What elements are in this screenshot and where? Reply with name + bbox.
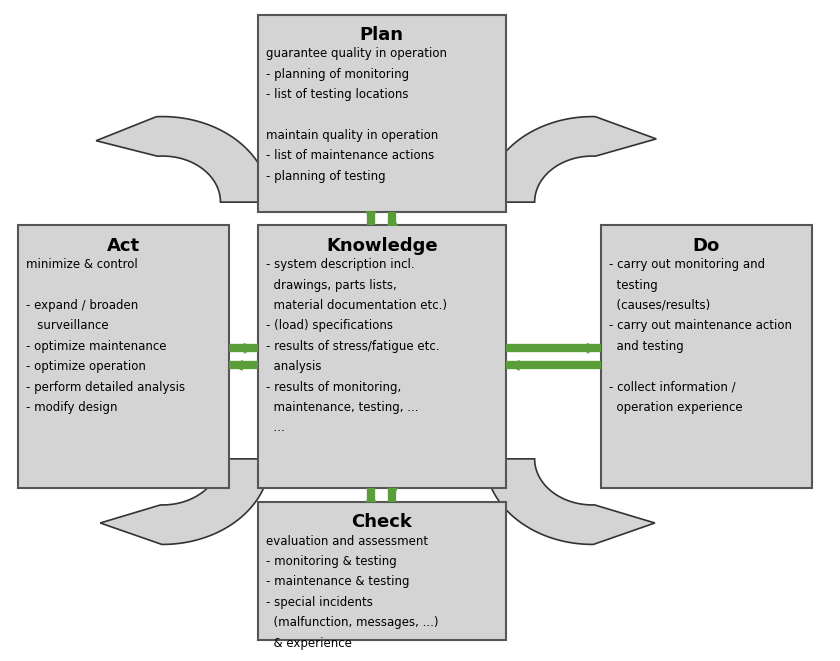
FancyBboxPatch shape: [258, 225, 506, 488]
Text: - list of maintenance actions: - list of maintenance actions: [266, 149, 434, 163]
Text: - system description incl.: - system description incl.: [266, 258, 415, 271]
Text: guarantee quality in operation: guarantee quality in operation: [266, 48, 447, 60]
Text: Act: Act: [107, 237, 140, 255]
Text: - carry out maintenance action: - carry out maintenance action: [609, 319, 792, 332]
Text: operation experience: operation experience: [609, 401, 743, 414]
Text: surveillance: surveillance: [26, 319, 109, 332]
Text: minimize & control: minimize & control: [26, 258, 138, 271]
Text: - optimize maintenance: - optimize maintenance: [26, 340, 166, 353]
Text: analysis: analysis: [266, 360, 322, 373]
Text: - collect information /: - collect information /: [609, 381, 736, 393]
Text: - planning of testing: - planning of testing: [266, 170, 386, 183]
Text: Check: Check: [351, 514, 412, 531]
Text: Knowledge: Knowledge: [326, 237, 438, 255]
Text: - list of testing locations: - list of testing locations: [266, 89, 408, 101]
Text: (causes/results): (causes/results): [609, 299, 711, 312]
Text: - (load) specifications: - (load) specifications: [266, 319, 393, 332]
Text: - modify design: - modify design: [26, 401, 118, 414]
Text: - planning of monitoring: - planning of monitoring: [266, 68, 409, 81]
Text: (malfunction, messages, ...): (malfunction, messages, ...): [266, 616, 438, 629]
FancyBboxPatch shape: [258, 502, 506, 640]
Text: - perform detailed analysis: - perform detailed analysis: [26, 381, 186, 393]
Text: maintenance, testing, ...: maintenance, testing, ...: [266, 401, 418, 414]
Text: Plan: Plan: [360, 26, 404, 44]
FancyBboxPatch shape: [258, 15, 506, 212]
Text: - results of monitoring,: - results of monitoring,: [266, 381, 402, 393]
Text: material documentation etc.): material documentation etc.): [266, 299, 447, 312]
Text: - special incidents: - special incidents: [266, 596, 373, 609]
Text: Do: Do: [692, 237, 720, 255]
Polygon shape: [485, 459, 655, 545]
Polygon shape: [485, 116, 656, 202]
FancyBboxPatch shape: [18, 225, 228, 488]
Text: evaluation and assessment: evaluation and assessment: [266, 535, 428, 547]
Text: - results of stress/fatigue etc.: - results of stress/fatigue etc.: [266, 340, 439, 353]
Polygon shape: [96, 116, 270, 202]
Text: - expand / broaden: - expand / broaden: [26, 299, 139, 312]
Polygon shape: [100, 459, 270, 545]
Text: ...: ...: [266, 421, 285, 434]
Text: testing: testing: [609, 278, 658, 292]
Text: maintain quality in operation: maintain quality in operation: [266, 129, 438, 142]
Text: - maintenance & testing: - maintenance & testing: [266, 575, 409, 588]
FancyBboxPatch shape: [601, 225, 811, 488]
Text: - carry out monitoring and: - carry out monitoring and: [609, 258, 765, 271]
Text: - optimize operation: - optimize operation: [26, 360, 146, 373]
Text: and testing: and testing: [609, 340, 684, 353]
Text: & experience: & experience: [266, 637, 352, 650]
Text: drawings, parts lists,: drawings, parts lists,: [266, 278, 396, 292]
Text: - monitoring & testing: - monitoring & testing: [266, 555, 396, 568]
